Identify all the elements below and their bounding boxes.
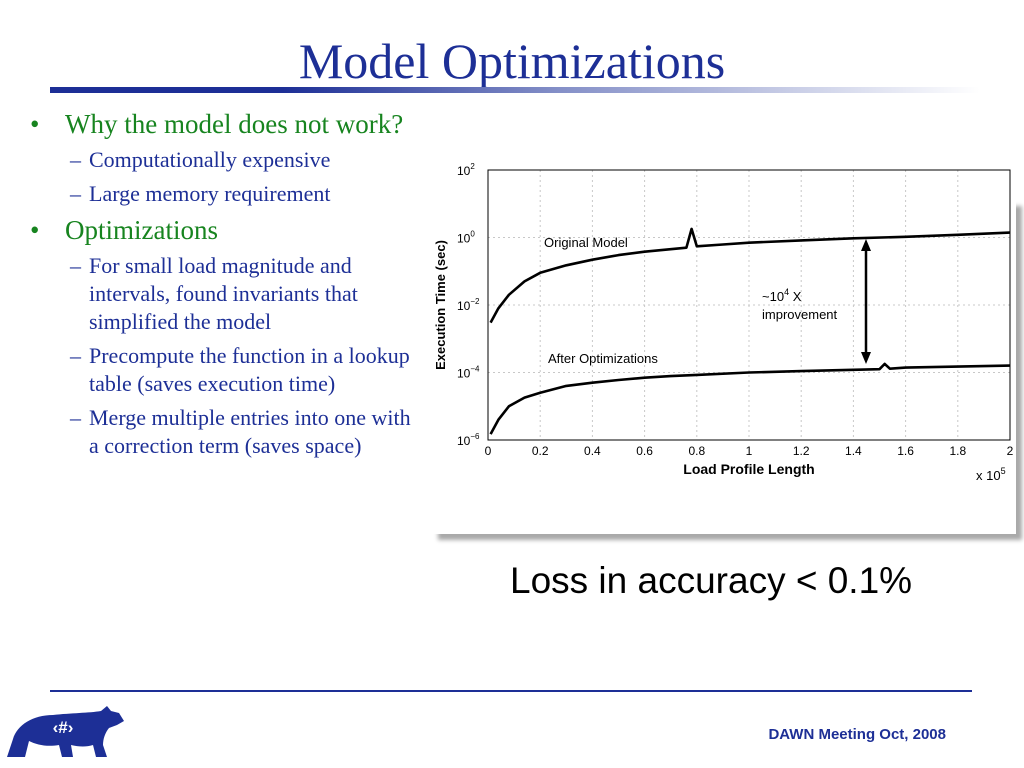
sub-bullet-text: Large memory requirement (89, 181, 331, 206)
bullet-text: Why the model does not work? (65, 109, 404, 139)
x-axis-label: Load Profile Length (683, 461, 814, 477)
x-tick-label: 1 (746, 444, 753, 458)
series-label-original: Original Model (544, 235, 628, 250)
x-tick-label: 0.4 (584, 444, 601, 458)
x-multiplier-label: x 105 (976, 466, 1006, 483)
plot-frame (487, 169, 1011, 441)
bullet-dot: • (30, 215, 40, 245)
slide-number: ‹#› (52, 718, 74, 737)
y-axis-label: Execution Time (sec) (433, 240, 448, 370)
accuracy-note: Loss in accuracy < 0.1% (510, 560, 913, 601)
sub-bullet-item: – For small load magnitude and intervals,… (30, 252, 425, 336)
slide-title: Model Optimizations (298, 33, 726, 89)
dash-mark: – (70, 147, 81, 172)
sub-bullet-text: Computationally expensive (89, 147, 331, 172)
dash-mark: – (70, 253, 81, 278)
arrow-head-down (861, 352, 871, 364)
y-tick-label: 10−2 (457, 297, 480, 313)
y-tick-label: 102 (457, 162, 475, 178)
improvement-annotation: ~104 X (762, 287, 802, 304)
x-tick-label: 1.2 (793, 444, 810, 458)
footer-text: DAWN Meeting Oct, 2008 (768, 726, 946, 743)
sub-bullet-item: – Large memory requirement (30, 180, 425, 208)
y-tick-label: 100 (457, 230, 475, 246)
series-line-original (489, 227, 1011, 324)
sub-bullet-item: – Precompute the function in a lookup tab… (30, 342, 425, 398)
sub-bullet-text: For small load magnitude and intervals, … (89, 253, 358, 334)
y-tick-label: 10−4 (457, 365, 480, 381)
dash-mark: – (70, 343, 81, 368)
improvement-annotation-line2: improvement (762, 307, 838, 322)
bullet-text: Optimizations (65, 215, 218, 245)
x-tick-label: 0.8 (688, 444, 705, 458)
sub-bullet-text: Merge multiple entries into one with a c… (89, 405, 411, 458)
x-tick-label: 0.2 (532, 444, 549, 458)
x-tick-label: 2 (1007, 444, 1014, 458)
y-tick-label: 10−6 (457, 432, 480, 448)
x-tick-label: 0.6 (636, 444, 653, 458)
x-tick-label: 0 (485, 444, 492, 458)
series-line-optimized (489, 362, 1011, 435)
x-tick-label: 1.6 (897, 444, 914, 458)
dash-mark: – (70, 181, 81, 206)
bullet-dot: • (30, 109, 40, 139)
bear-icon (7, 706, 124, 757)
bullet-item: • Optimizations (30, 214, 425, 246)
series-label-optimized: After Optimizations (548, 351, 658, 366)
x-tick-label: 1.4 (845, 444, 862, 458)
sub-bullet-item: – Computationally expensive (30, 146, 425, 174)
footer-divider (50, 690, 972, 692)
x-tick-label: 1.8 (949, 444, 966, 458)
bullet-item: • Why the model does not work? (30, 108, 425, 140)
arrow-head-up (861, 239, 871, 251)
sub-bullet-item: – Merge multiple entries into one with a … (30, 404, 425, 460)
bullet-list: • Why the model does not work? – Computati… (30, 108, 425, 466)
execution-time-chart: 0 0.2 0.4 0.6 0.8 1 1.2 1.4 1.6 1.8 2 102 100 10−2 10−… (433, 162, 1014, 483)
sub-bullet-text: Precompute the function in a lookup tabl… (89, 343, 410, 396)
dash-mark: – (70, 405, 81, 430)
title-underline (50, 87, 980, 93)
